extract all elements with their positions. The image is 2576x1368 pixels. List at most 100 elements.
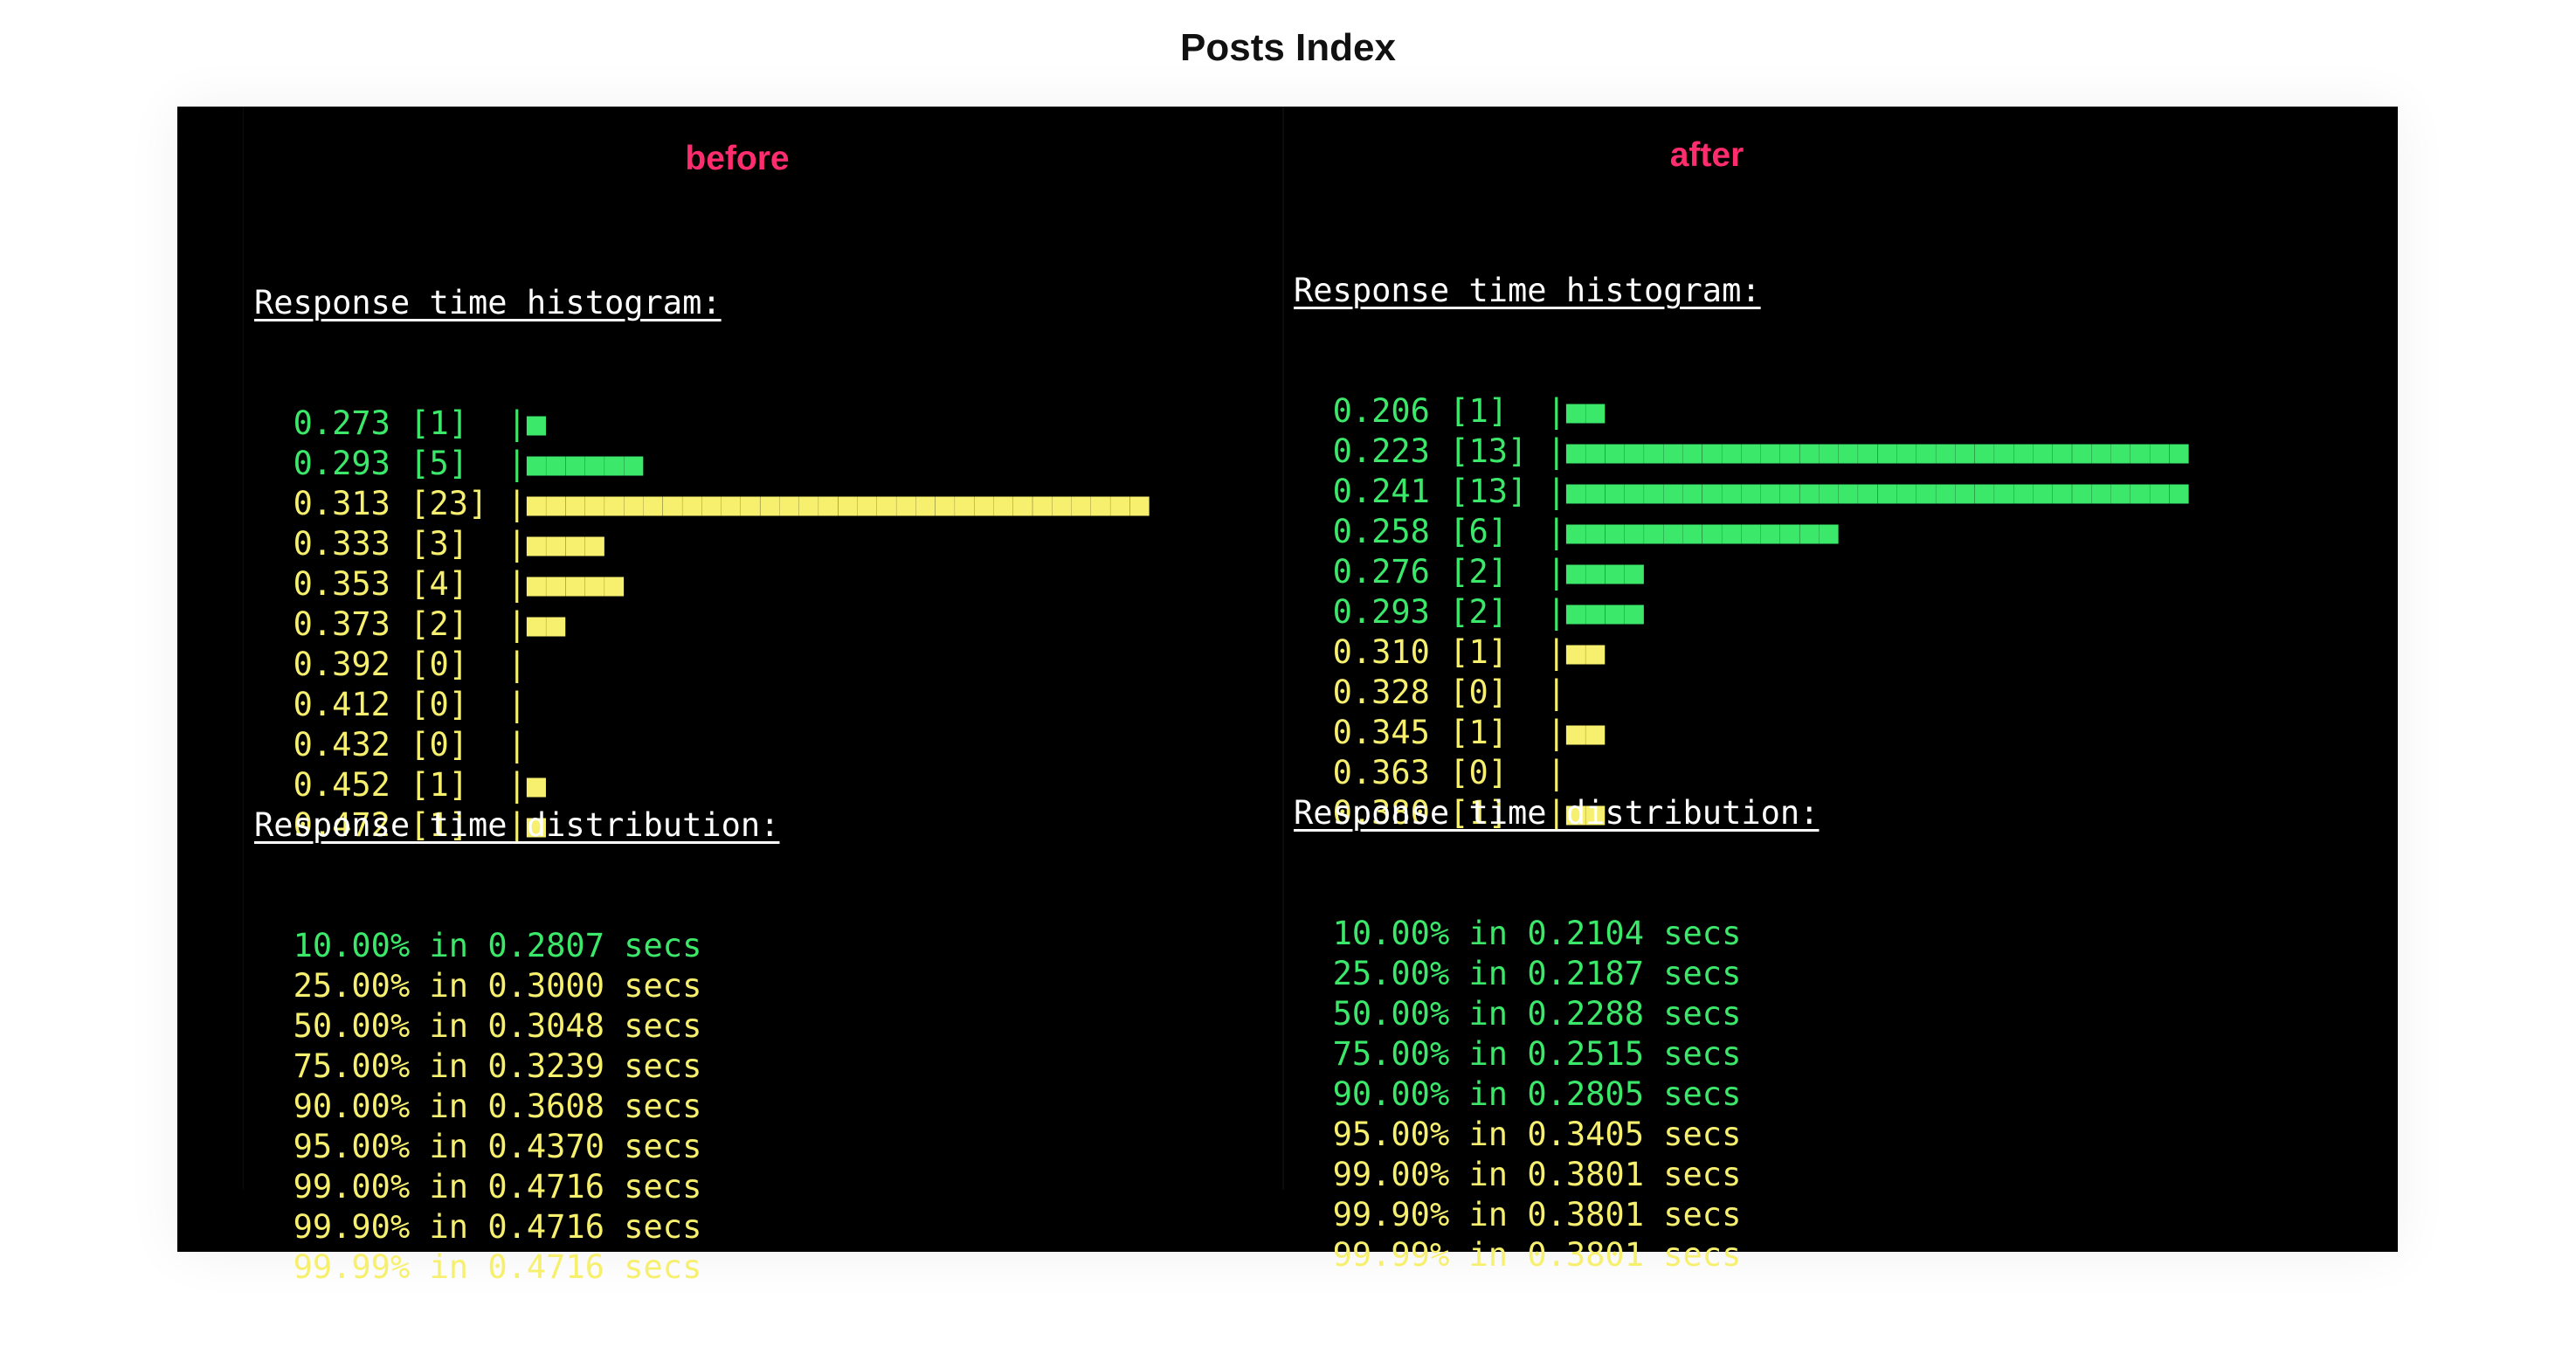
bucket-value: 0.223	[1332, 432, 1430, 470]
percentile-text: 99.99% in 0.4716 secs	[293, 1248, 702, 1286]
percentile-text: 10.00% in 0.2104 secs	[1332, 915, 1742, 952]
bucket-count: [2]	[1449, 553, 1509, 591]
bucket-bar: |■■■■	[1546, 593, 1645, 631]
before-label: before	[685, 140, 790, 177]
bucket-bar: |■■	[1546, 794, 1606, 832]
percentile-text: 99.99% in 0.3801 secs	[1332, 1236, 1742, 1274]
histogram-row: 0.241 [13] |■■■■■■■■■■■■■■■■■■■■■■■■■■■■…	[1294, 472, 2189, 512]
bucket-bar: |	[507, 726, 527, 763]
percentile-text: 99.00% in 0.3801 secs	[1332, 1156, 1742, 1193]
terminal-output: before Response time histogram: 0.273 [1…	[177, 107, 2398, 1286]
page-title: Posts Index	[1180, 26, 1396, 69]
bucket-bar: |■■	[1546, 714, 1606, 751]
histogram-row: 0.293 [5] |■■■■■■	[254, 444, 1150, 484]
histogram-row: 0.293 [2] |■■■■	[1294, 592, 2189, 632]
bucket-value: 0.310	[1332, 633, 1430, 671]
distribution-row: 99.90% in 0.3801 secs	[1294, 1195, 1819, 1235]
histogram-row: 0.345 [1] |■■	[1294, 713, 2189, 753]
bucket-count: [0]	[1449, 674, 1509, 711]
distribution-row: 10.00% in 0.2807 secs	[254, 926, 779, 966]
bucket-bar: |■■■■■■■■■■■■■■■■■■■■■■■■■■■■■■■■	[507, 485, 1150, 522]
after-label: after	[1669, 136, 1744, 174]
percentile-text: 75.00% in 0.3239 secs	[293, 1047, 702, 1085]
bucket-count: [0]	[410, 726, 469, 763]
percentile-text: 99.00% in 0.4716 secs	[293, 1168, 702, 1206]
bucket-count: [1]	[1449, 794, 1509, 832]
histogram-row: 0.276 [2] |■■■■	[1294, 552, 2189, 592]
distribution-row: 95.00% in 0.4370 secs	[254, 1127, 779, 1167]
distribution-row: 75.00% in 0.2515 secs	[1294, 1034, 1819, 1074]
bucket-bar: |	[1546, 754, 1566, 791]
distribution-row: 90.00% in 0.3608 secs	[254, 1087, 779, 1127]
histogram-row: 0.258 [6] |■■■■■■■■■■■■■■	[1294, 512, 2189, 552]
histogram-row: 0.380 [1] |■■	[1294, 793, 2189, 833]
percentile-text: 50.00% in 0.2288 secs	[1332, 995, 1742, 1033]
histogram-heading: Response time histogram:	[1294, 272, 1761, 309]
bucket-value: 0.373	[293, 605, 390, 643]
bucket-count: [0]	[410, 646, 469, 683]
histogram-rows: 0.273 [1] |■ 0.293 [5] |■■■■■■ 0.313 [23…	[254, 404, 1150, 846]
bucket-count: [1]	[1449, 633, 1509, 671]
histogram-row: 0.412 [0] |	[254, 685, 1150, 725]
bucket-value: 0.293	[1332, 593, 1430, 631]
bucket-count: [5]	[410, 445, 469, 482]
distribution-row: 90.00% in 0.2805 secs	[1294, 1074, 1819, 1115]
percentile-text: 90.00% in 0.2805 secs	[1332, 1075, 1742, 1113]
distribution-row: 95.00% in 0.3405 secs	[1294, 1115, 1819, 1155]
after-distribution: Response time distribution: 10.00% in 0.…	[1294, 713, 1819, 1356]
bucket-value: 0.206	[1332, 392, 1430, 430]
histogram-rows: 0.206 [1] |■■ 0.223 [13] |■■■■■■■■■■■■■■…	[1294, 391, 2189, 833]
distribution-rows: 10.00% in 0.2807 secs 25.00% in 0.3000 s…	[254, 926, 779, 1288]
percentile-text: 95.00% in 0.3405 secs	[1332, 1116, 1742, 1153]
bucket-count: [1]	[410, 766, 469, 804]
bucket-count: [1]	[410, 404, 469, 442]
bucket-count: [3]	[410, 525, 469, 563]
bucket-value: 0.345	[1332, 714, 1430, 751]
percentile-text: 99.90% in 0.3801 secs	[1332, 1196, 1742, 1233]
bucket-bar: |■■■■	[507, 525, 605, 563]
bucket-bar: |■	[507, 806, 547, 844]
bucket-value: 0.363	[1332, 754, 1430, 791]
distribution-row: 99.00% in 0.3801 secs	[1294, 1155, 1819, 1195]
bucket-value: 0.328	[1332, 674, 1430, 711]
bucket-value: 0.333	[293, 525, 390, 563]
distribution-row: 99.99% in 0.4716 secs	[254, 1247, 779, 1288]
after-panel: after Response time histogram: 0.206 [1]…	[1282, 107, 2323, 1274]
histogram-row: 0.363 [0] |	[1294, 753, 2189, 793]
bucket-bar: |■■	[507, 605, 566, 643]
bucket-count: [1]	[410, 806, 469, 844]
bucket-bar: |	[507, 686, 527, 723]
before-distribution: Response time distribution: 10.00% in 0.…	[254, 725, 779, 1368]
percentile-text: 25.00% in 0.3000 secs	[293, 967, 702, 1005]
bucket-value: 0.472	[293, 806, 390, 844]
bucket-count: [4]	[410, 565, 469, 603]
distribution-row: 50.00% in 0.3048 secs	[254, 1006, 779, 1047]
bucket-value: 0.392	[293, 646, 390, 683]
after-histogram: Response time histogram: 0.206 [1] |■■ 0…	[1294, 190, 2189, 914]
distribution-row: 25.00% in 0.3000 secs	[254, 966, 779, 1006]
bucket-value: 0.276	[1332, 553, 1430, 591]
distribution-heading: Response time distribution:	[254, 806, 780, 844]
histogram-row: 0.310 [1] |■■	[1294, 632, 2189, 673]
bucket-bar: |■	[507, 404, 547, 442]
bucket-value: 0.412	[293, 686, 390, 723]
histogram-row: 0.223 [13] |■■■■■■■■■■■■■■■■■■■■■■■■■■■■…	[1294, 432, 2189, 472]
distribution-row: 50.00% in 0.2288 secs	[1294, 994, 1819, 1034]
bucket-count: [1]	[1449, 392, 1509, 430]
bucket-count: [13]	[1449, 473, 1528, 510]
percentile-text: 90.00% in 0.3608 secs	[293, 1088, 702, 1125]
bucket-value: 0.353	[293, 565, 390, 603]
bucket-count: [23]	[410, 485, 488, 522]
bucket-count: [0]	[1449, 754, 1509, 791]
bucket-value: 0.452	[293, 766, 390, 804]
bucket-count: [2]	[410, 605, 469, 643]
histogram-row: 0.206 [1] |■■	[1294, 391, 2189, 432]
percentile-text: 25.00% in 0.2187 secs	[1332, 955, 1742, 992]
bucket-value: 0.293	[293, 445, 390, 482]
histogram-row: 0.392 [0] |	[254, 645, 1150, 685]
bucket-bar: |■■	[1546, 392, 1606, 430]
percentile-text: 50.00% in 0.3048 secs	[293, 1007, 702, 1045]
bucket-count: [13]	[1449, 432, 1528, 470]
histogram-row: 0.452 [1] |■	[254, 765, 1150, 805]
percentile-text: 99.90% in 0.4716 secs	[293, 1208, 702, 1246]
